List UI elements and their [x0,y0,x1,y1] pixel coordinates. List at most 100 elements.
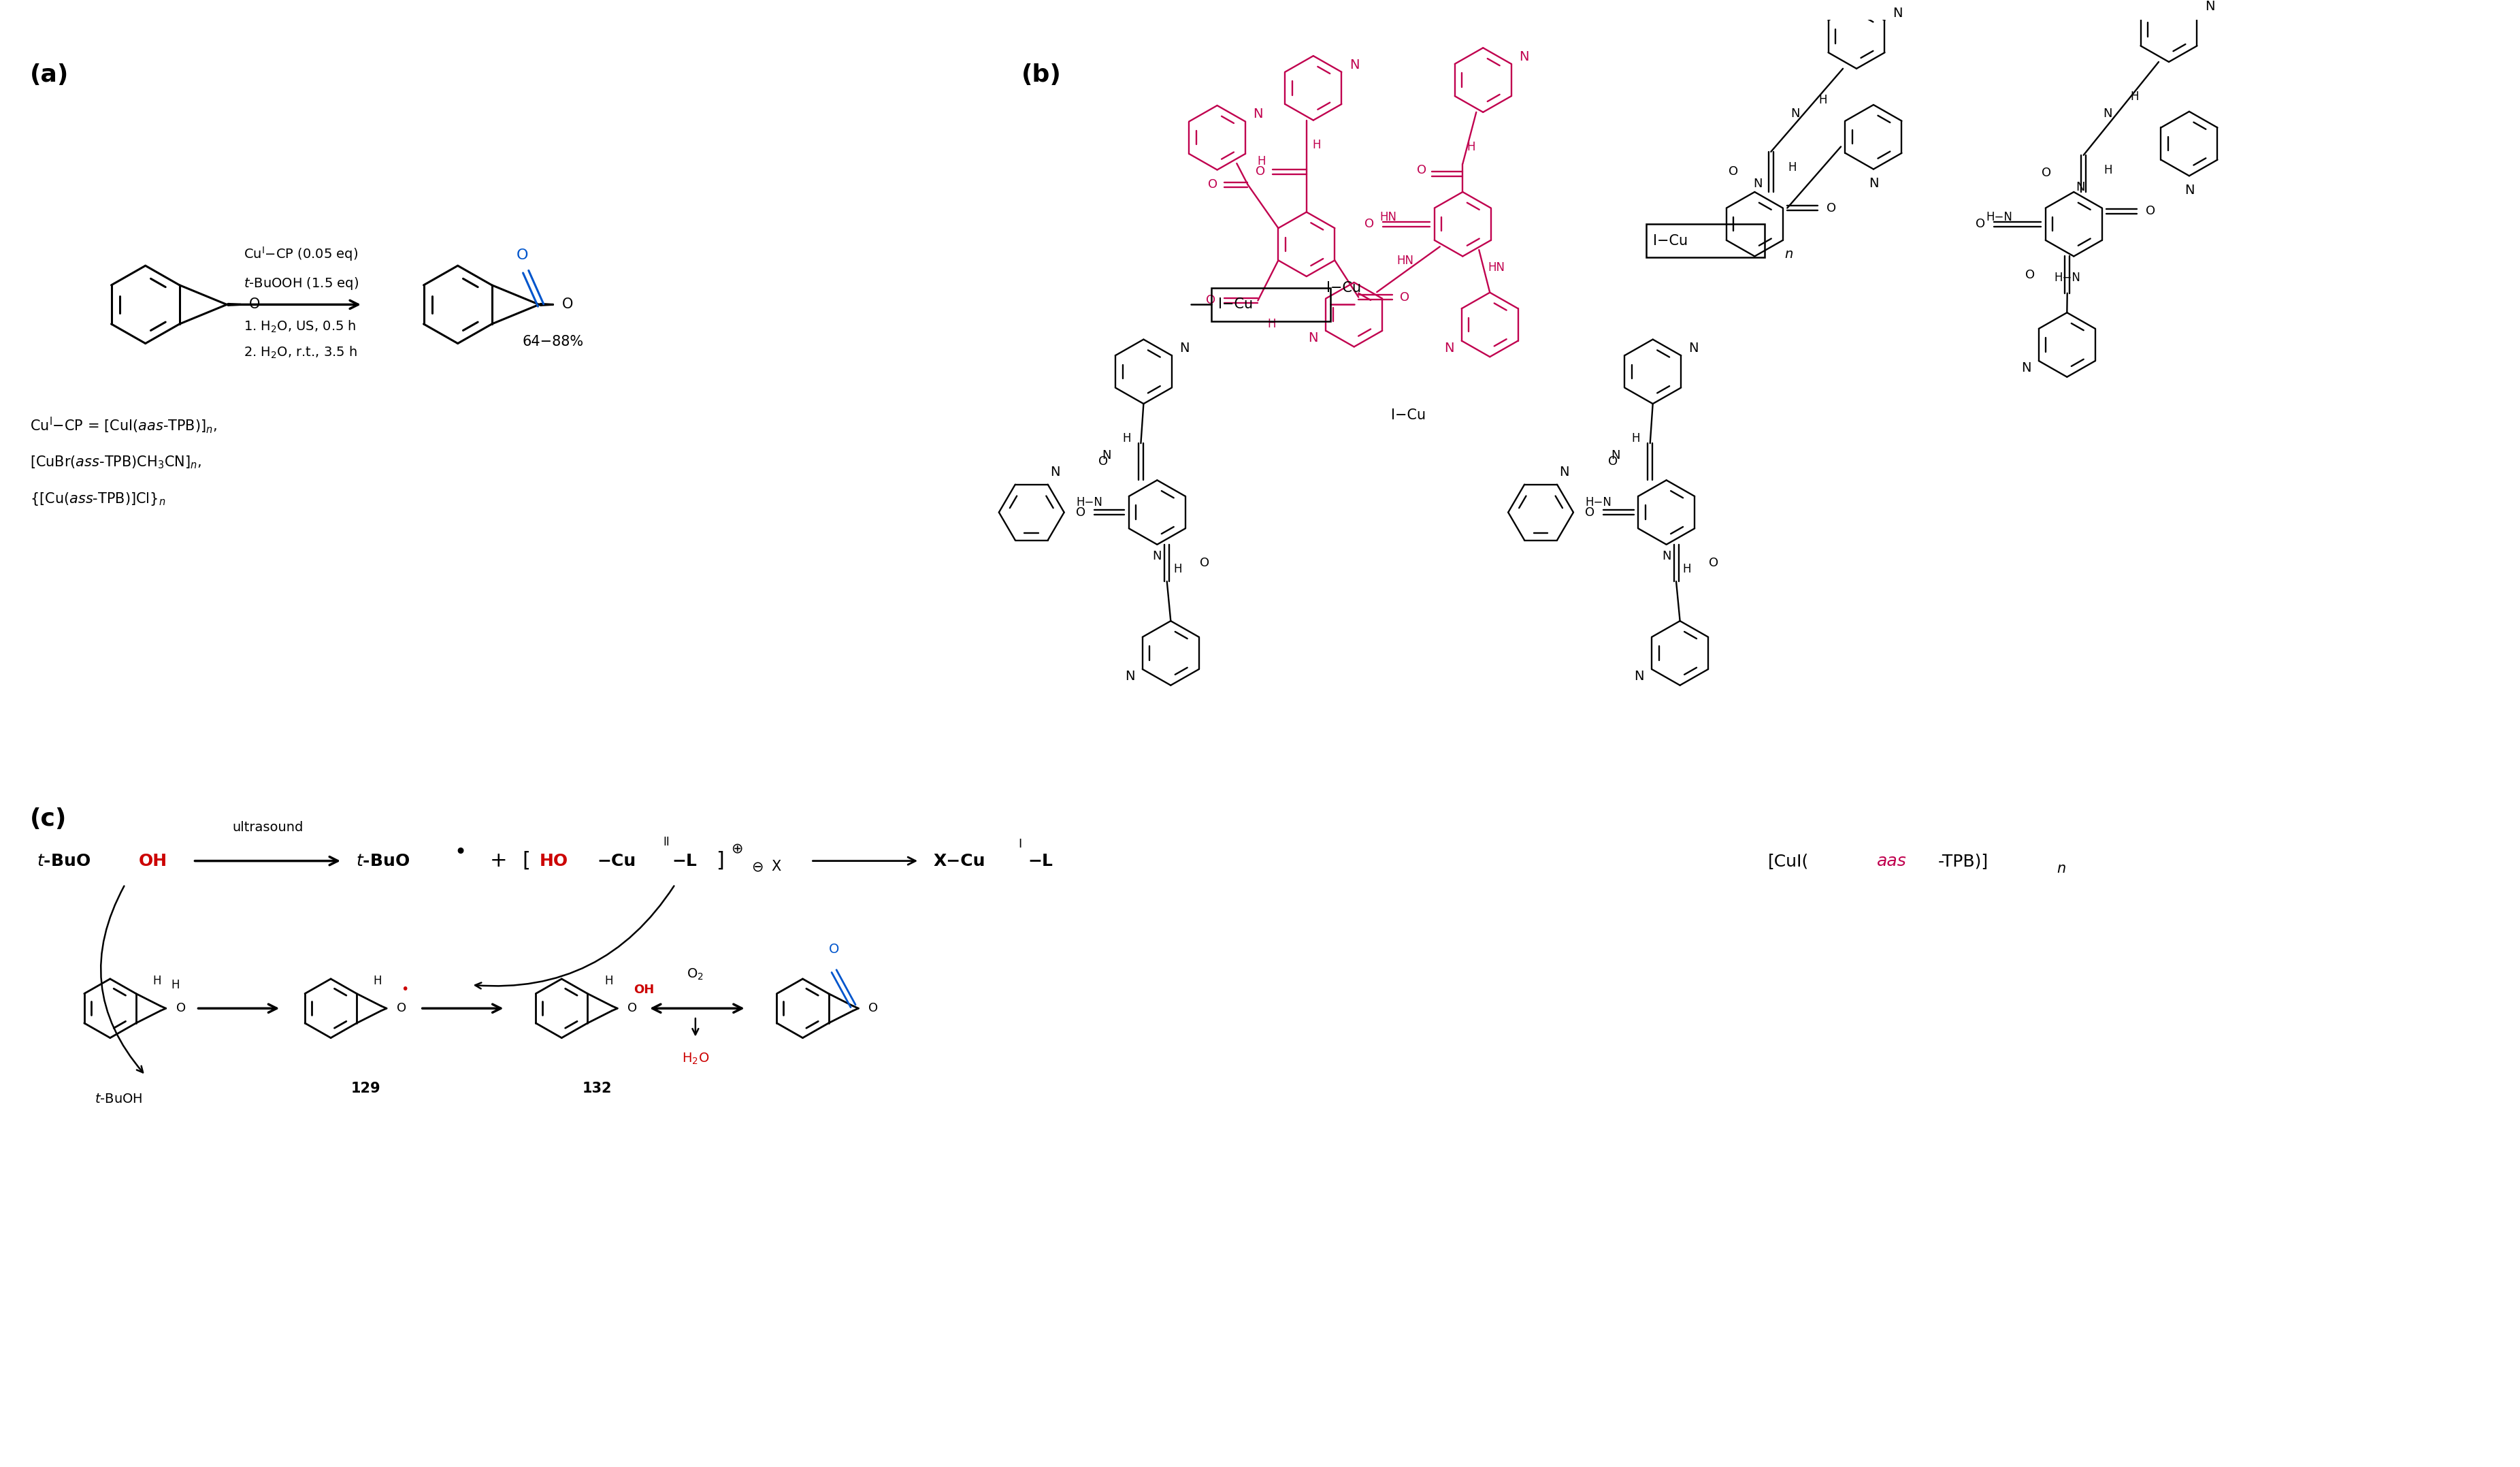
Text: H: H [2104,164,2112,176]
Text: N: N [1792,107,1799,120]
Text: O: O [627,1002,638,1015]
Text: H: H [154,976,161,987]
Text: O: O [1076,506,1086,518]
Text: H−N: H−N [1076,496,1101,509]
Text: H: H [2129,91,2139,103]
Text: ]: ] [716,851,723,871]
Text: H: H [1787,161,1797,173]
Text: N: N [1152,550,1162,562]
Text: HN: HN [1378,211,1396,223]
Text: O: O [396,1002,406,1015]
Text: $t$-BuO: $t$-BuO [355,852,411,868]
Text: ultrasound: ultrasound [232,822,302,835]
Text: -TPB)]: -TPB)] [1938,852,1988,868]
Text: H: H [1121,433,1131,445]
Text: X−Cu: X−Cu [932,852,985,868]
Text: N: N [1051,465,1061,478]
Bar [1646,224,1764,258]
Text: $t$-BuOH: $t$-BuOH [93,1093,141,1105]
Text: OH: OH [139,852,166,868]
Text: 2. H$_2$O, r.t., 3.5 h: 2. H$_2$O, r.t., 3.5 h [244,345,358,359]
Text: H: H [1467,141,1474,153]
Text: N: N [1688,342,1698,355]
Text: OH: OH [633,984,655,996]
Text: O: O [517,248,529,261]
Text: O: O [1363,219,1373,230]
Text: O: O [1585,506,1595,518]
Text: O: O [1608,455,1618,468]
Text: 1. H$_2$O, US, 0.5 h: 1. H$_2$O, US, 0.5 h [244,320,355,334]
Text: O: O [829,943,839,955]
Text: O: O [2145,205,2155,217]
Text: O: O [1976,219,1986,230]
Text: (a): (a) [30,63,68,87]
Text: N: N [1661,550,1671,562]
Text: (b): (b) [1021,63,1061,87]
Text: H: H [373,976,383,987]
Text: N: N [1124,670,1134,684]
Text: I−Cu: I−Cu [1217,298,1252,311]
Text: H: H [1683,563,1691,575]
Text: −L: −L [1028,852,1053,868]
Text: HN: HN [1396,255,1414,267]
Text: $t$-BuOOH (1.5 eq): $t$-BuOOH (1.5 eq) [244,276,358,290]
Text: O$_2$: O$_2$ [688,967,703,981]
Text: O: O [1709,557,1719,569]
Text: H−N: H−N [1986,211,2013,223]
Text: O: O [2041,167,2051,179]
Text: N: N [1867,178,1877,191]
Text: N: N [1633,670,1643,684]
Text: H$_2$O: H$_2$O [683,1052,708,1067]
Text: ⊕: ⊕ [731,842,743,855]
Text: H: H [605,976,612,987]
Text: (c): (c) [30,807,68,830]
Text: N: N [1520,50,1530,63]
Text: $n$: $n$ [1784,248,1794,261]
Text: O: O [2026,268,2034,282]
Text: N: N [2104,107,2112,120]
Text: N: N [2185,183,2195,197]
Text: $t$-BuO: $t$-BuO [38,852,91,868]
Text: HN: HN [1489,261,1504,274]
Text: $n$: $n$ [2056,863,2066,876]
Text: N: N [1893,7,1903,19]
Text: H−N: H−N [2054,271,2079,285]
Text: [: [ [522,851,529,871]
Text: HO: HO [539,852,567,868]
Text: N: N [1101,449,1111,462]
Text: 129: 129 [350,1083,381,1096]
Text: {[Cu($ass$-TPB)]Cl}$_n$: {[Cu($ass$-TPB)]Cl}$_n$ [30,491,166,508]
Text: O: O [1827,202,1837,214]
Text: O: O [249,298,260,311]
Text: H: H [1268,318,1275,330]
Bar [1212,288,1331,321]
Text: N: N [1444,342,1454,355]
Text: H: H [1630,433,1641,445]
Text: −Cu: −Cu [597,852,635,868]
Text: N: N [1348,59,1358,72]
Text: H: H [1257,156,1265,167]
Text: H: H [1819,94,1827,106]
Text: ⊖: ⊖ [751,861,764,874]
Text: +: + [489,851,507,871]
Text: H: H [1313,139,1320,151]
Text: I: I [1018,838,1021,851]
Text: O: O [562,298,572,311]
Text: O: O [1401,290,1409,304]
Text: N: N [1179,342,1189,355]
Text: N: N [1308,332,1318,345]
Text: •: • [401,983,408,996]
Text: Cu$^{\rm I}$−CP = [CuI($aas$-TPB)]$_n$,: Cu$^{\rm I}$−CP = [CuI($aas$-TPB)]$_n$, [30,415,217,436]
Text: II: II [663,836,670,848]
Text: O: O [1416,164,1426,176]
Text: O: O [869,1002,879,1015]
Text: −L: −L [673,852,696,868]
Text: N: N [2021,362,2031,374]
Text: O: O [1207,179,1217,191]
Text: I−Cu: I−Cu [1326,282,1361,295]
Text: N: N [1754,178,1761,191]
Text: O: O [1255,166,1265,178]
Text: N: N [2076,180,2084,194]
Text: O: O [1729,166,1739,178]
Text: N: N [1610,449,1620,462]
